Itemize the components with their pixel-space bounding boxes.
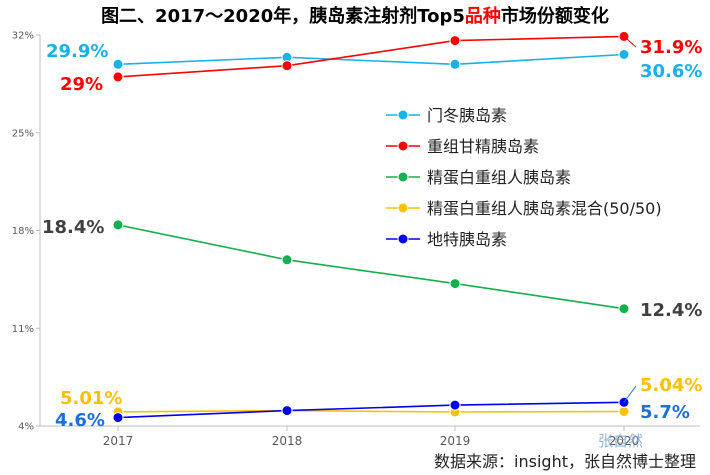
data-point-s2-0 [112,219,124,231]
chart-title-part-3: 市场份额变化 [500,6,609,27]
x-tick-label: 2018 [272,434,303,448]
data-point-s1-2 [449,35,461,47]
y-tick-label: 4% [18,422,34,433]
chart-title: 图二、2017～2020年，胰岛素注射剂Top5品种市场份额变化 [0,2,710,28]
data-point-s4-0 [112,412,124,424]
data-label-start-4: 4.6% [55,410,105,431]
series-line-3 [117,409,625,413]
legend-label-3: 精蛋白重组人胰岛素混合(50/50) [427,199,662,218]
data-point-s0-3 [618,49,630,60]
data-point-s4-3 [618,396,630,408]
y-tick-label: 32% [12,31,34,42]
x-tick-label: 2020 [609,434,640,448]
series-line-1 [117,35,625,78]
legend-marker-3 [397,202,409,214]
legend-label-2: 精蛋白重组人胰岛素 [427,168,571,187]
series-line-0 [117,53,625,66]
series-line-2 [117,224,625,310]
legend-marker-1 [397,140,409,152]
watermark-text: 张自然 [598,432,644,450]
data-label-start-2: 18.4% [42,217,104,238]
data-point-s2-3 [618,303,630,315]
data-point-s4-1 [281,405,293,417]
data-point-s3-3 [618,406,630,417]
data-label-end-1: 31.9% [640,37,702,58]
legend-marker-4 [397,233,409,245]
data-label-end-3: 5.04% [640,375,702,396]
chart-title-part-1: 图二、2017～2020年，胰岛素注射剂Top5 [101,6,465,27]
legend-label-4: 地特胰岛素 [427,230,507,249]
data-point-s0-0 [112,58,124,70]
legend-label-0: 门冬胰岛素 [427,106,507,125]
data-label-start-0: 29.9% [46,41,108,62]
data-point-s1-1 [281,60,293,72]
data-label-end-4: 5.7% [640,402,690,423]
legend-label-1: 重组甘精胰岛素 [427,137,539,156]
chart-title-highlight: 品种 [464,6,501,27]
leader-line [623,36,637,48]
data-label-end-0: 30.6% [640,61,702,82]
x-tick-label: 2019 [440,434,471,448]
data-label-start-1: 29% [60,74,103,95]
x-tick-label: 2017 [103,434,134,448]
data-label-end-2: 12.4% [640,300,702,321]
source-note: 数据来源：insight，张自然博士整理 [434,452,696,471]
data-point-s2-2 [449,278,461,290]
y-tick-label: 11% [12,324,34,335]
data-point-s2-1 [281,254,293,266]
data-point-s1-0 [112,71,124,83]
data-point-s0-2 [449,58,461,70]
y-tick-label: 25% [12,128,34,139]
y-tick-label: 18% [12,226,34,237]
data-label-start-3: 5.01% [60,388,122,409]
legend-marker-2 [397,171,409,183]
series-line-4 [117,401,625,419]
data-point-s4-2 [449,399,461,411]
legend-marker-0 [397,109,409,121]
leader-line [623,385,637,403]
